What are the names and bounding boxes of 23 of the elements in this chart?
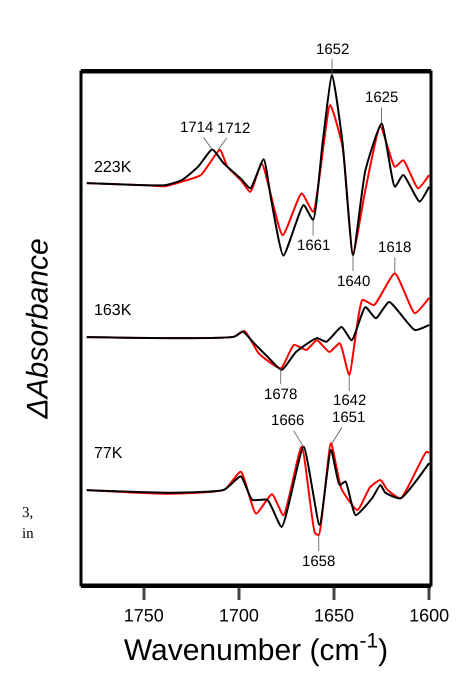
text: in <box>22 526 34 542</box>
x-tick-label: 1600 <box>409 606 450 626</box>
annotation: 223K <box>94 159 132 176</box>
x-tick-label: 1700 <box>218 606 259 626</box>
annotation: 1661 <box>297 237 330 254</box>
annotation: 1652 <box>316 41 350 58</box>
annotation: 1618 <box>378 239 412 256</box>
x-tick-label: 1650 <box>314 606 354 626</box>
y-axis-title: ΔAbsorbance <box>22 238 54 420</box>
x-axis-title: Wavenumber (cm$^{-1}$) <box>124 630 388 668</box>
annotation: 77K <box>94 445 123 462</box>
annotation: 1666 <box>271 412 304 429</box>
annotation: 1678 <box>264 386 298 403</box>
annotation: 163K <box>94 302 132 319</box>
annotation: 1640 <box>337 273 370 290</box>
annotation: 1625 <box>365 89 398 106</box>
annotation: 1651 <box>332 409 366 426</box>
text: 3, <box>22 505 34 521</box>
annotation: 1658 <box>302 553 336 570</box>
x-tick-label: 1750 <box>124 606 164 626</box>
annotation: 1714 <box>180 119 214 136</box>
annotation: 1712 <box>217 120 250 137</box>
annotation: 1642 <box>333 392 366 409</box>
